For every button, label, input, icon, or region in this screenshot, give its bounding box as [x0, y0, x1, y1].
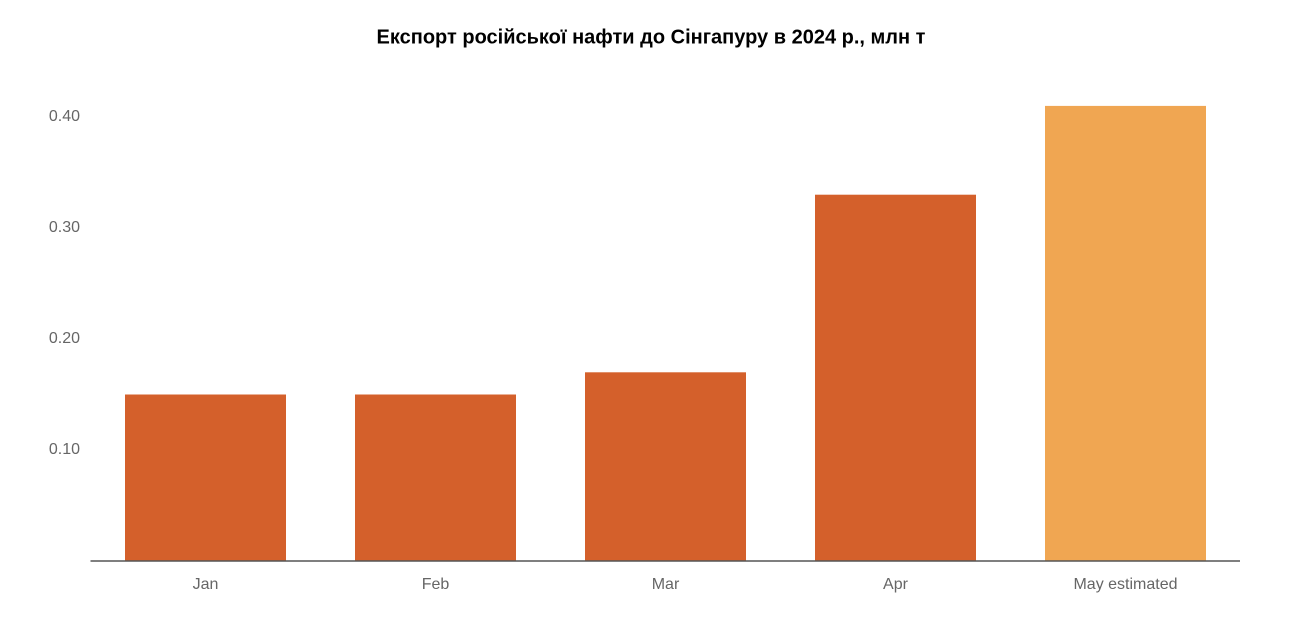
x-tick-label: May estimated — [1073, 576, 1177, 593]
x-tick-label: Feb — [422, 576, 450, 593]
bar — [125, 394, 286, 561]
x-tick-label: Mar — [652, 576, 680, 593]
y-tick-label: 0.30 — [49, 219, 80, 236]
y-tick-label: 0.20 — [49, 330, 80, 347]
x-tick-label: Apr — [883, 576, 909, 593]
bar — [815, 194, 976, 561]
y-tick-label: 0.40 — [49, 108, 80, 125]
chart-title: Експорт російської нафти до Сінгапуру в … — [377, 26, 926, 48]
y-tick-label: 0.10 — [49, 441, 80, 458]
bar — [585, 372, 746, 561]
x-tick-label: Jan — [193, 576, 219, 593]
bar — [1045, 105, 1206, 562]
bar — [355, 394, 516, 561]
